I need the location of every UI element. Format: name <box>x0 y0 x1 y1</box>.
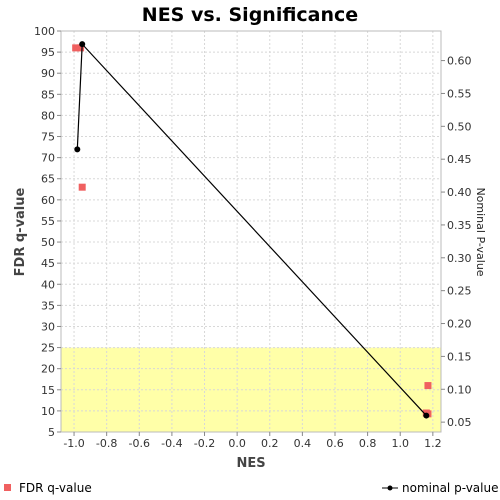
x-tick-label: -0.8 <box>96 437 117 450</box>
legend-label-nominal: nominal p-value <box>402 481 498 495</box>
chart-title: NES vs. Significance <box>142 4 358 26</box>
y-tick-label: 95 <box>41 46 55 59</box>
y2-tick-label: 0.35 <box>447 219 472 232</box>
y2-tick-label: 0.05 <box>447 416 472 429</box>
y-tick-label: 60 <box>41 194 55 207</box>
data-point-nominal-p-value <box>79 41 86 48</box>
x-tick-label: 0.2 <box>261 437 279 450</box>
x-tick-label: 0.8 <box>359 437 377 450</box>
y-tick-label: 25 <box>41 342 55 355</box>
y2-axis-ticks: 0.05 0.10 0.15 0.20 0.25 0.30 0.35 0.40 0.45 0.50… <box>441 55 472 429</box>
data-point-fdr-q-value <box>78 183 86 191</box>
y-tick-label: 50 <box>41 236 55 249</box>
y-tick-label: 40 <box>41 278 55 291</box>
y2-tick-label: 0.25 <box>447 285 472 298</box>
y2-axis-label: Nominal P-value <box>474 187 487 276</box>
x-tick-label: 0.6 <box>326 437 344 450</box>
y2-tick-label: 0.60 <box>447 55 472 68</box>
legend-label-fdr: FDR q-value <box>19 481 92 495</box>
y2-tick-label: 0.10 <box>447 383 472 396</box>
legend-marker-fdr <box>4 484 11 491</box>
y2-tick-label: 0.40 <box>447 186 472 199</box>
data-point-nominal-p-value <box>74 146 81 153</box>
y-tick-label: 30 <box>41 320 55 333</box>
x-tick-label: -0.2 <box>194 437 215 450</box>
y-tick-label: 45 <box>41 257 55 270</box>
y2-tick-label: 0.20 <box>447 318 472 331</box>
legend-item-nominal: nominal p-value <box>382 481 498 495</box>
y-tick-label: 70 <box>41 152 55 165</box>
data-point-fdr-q-value <box>72 44 80 52</box>
y-tick-label: 100 <box>34 25 55 38</box>
x-tick-label: 0.4 <box>294 437 312 450</box>
y-tick-label: 65 <box>41 173 55 186</box>
x-tick-label: 1.0 <box>391 437 409 450</box>
y-axis-ticks: 5 10 15 20 25 30 35 40 45 50 55 60 65 70 75 80 85 90 95 100 <box>34 25 61 439</box>
y-tick-label: 10 <box>41 405 55 418</box>
series-layer <box>72 41 432 419</box>
y2-tick-label: 0.15 <box>447 350 472 363</box>
plot-border <box>60 30 442 433</box>
x-tick-label: -0.4 <box>161 437 182 450</box>
y-tick-label: 15 <box>41 384 55 397</box>
x-tick-label: 0.0 <box>228 437 246 450</box>
y-tick-label: 35 <box>41 299 55 312</box>
legend-item-fdr: FDR q-value <box>4 481 92 495</box>
data-point-nominal-p-value <box>423 412 430 419</box>
y-tick-label: 20 <box>41 363 55 376</box>
x-tick-label: -0.6 <box>129 437 150 450</box>
y-tick-label: 5 <box>48 426 55 439</box>
y-tick-label: 85 <box>41 88 55 101</box>
data-point-fdr-q-value <box>77 44 85 52</box>
y-tick-label: 90 <box>41 67 55 80</box>
y2-tick-label: 0.45 <box>447 153 472 166</box>
y-tick-label: 75 <box>41 131 55 144</box>
y2-tick-label: 0.55 <box>447 87 472 100</box>
y-axis-label: FDR q-value <box>13 187 28 276</box>
y2-tick-label: 0.30 <box>447 252 472 265</box>
x-axis-ticks: -1.0 -0.8 -0.6 -0.4 -0.2 0.0 0.2 0.4 0.6 0.8 1.0 1.… <box>63 432 442 450</box>
x-tick-label: 1.2 <box>424 437 442 450</box>
legend-marker-nominal <box>387 485 393 491</box>
data-point-fdr-q-value <box>424 382 432 390</box>
y-tick-label: 80 <box>41 109 55 122</box>
x-tick-label: -1.0 <box>63 437 84 450</box>
y2-tick-label: 0.50 <box>447 120 472 133</box>
y-tick-label: 55 <box>41 215 55 228</box>
x-axis-label: NES <box>236 456 265 471</box>
